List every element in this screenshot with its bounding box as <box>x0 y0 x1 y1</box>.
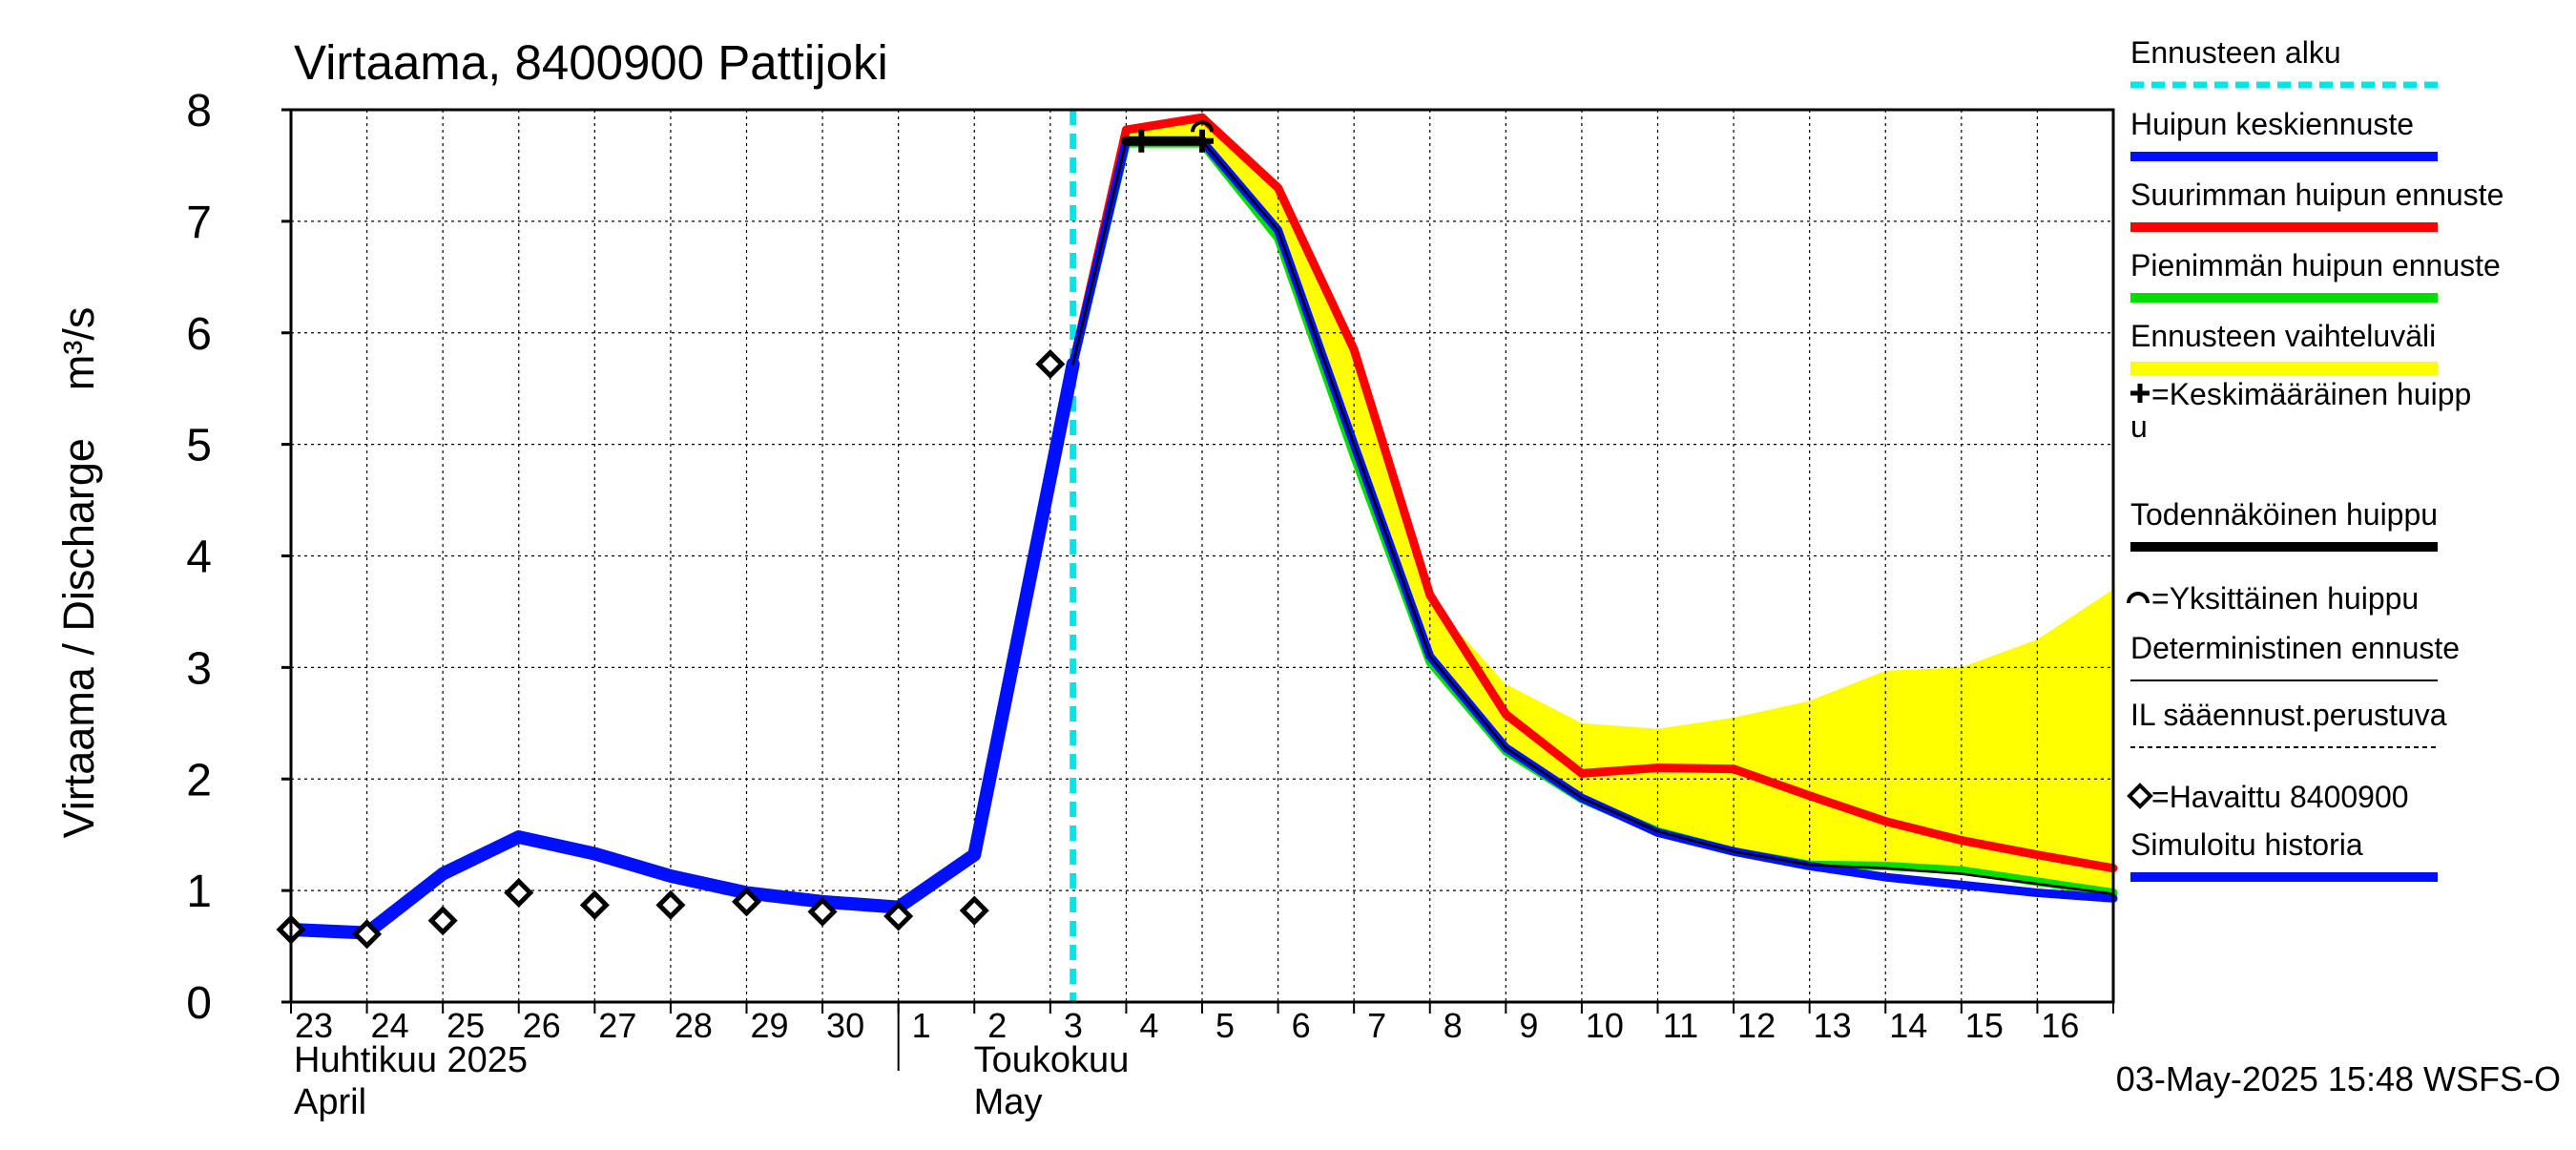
month-label-fi: Toukokuu <box>974 1040 1130 1080</box>
x-day-label: 3 <box>1064 1006 1083 1045</box>
observed-point <box>504 877 534 908</box>
legend-label: Simuloitu historia <box>2130 827 2363 862</box>
legend-label: Suurimman huipun ennuste <box>2130 178 2503 212</box>
x-day-label: 4 <box>1139 1006 1158 1045</box>
x-day-label: 26 <box>523 1006 561 1045</box>
x-day-label: 15 <box>1965 1006 2004 1045</box>
month-label-en: May <box>974 1082 1043 1122</box>
y-tick-label: 6 <box>186 309 212 360</box>
x-day-label: 16 <box>2041 1006 2079 1045</box>
x-day-label: 25 <box>447 1006 485 1045</box>
y-tick-label: 7 <box>186 198 212 248</box>
legend-label: Ennusteen alku <box>2130 35 2341 70</box>
legend-label: Huipun keskiennuste <box>2130 107 2414 141</box>
legend-label: Todennäköinen huippu <box>2130 497 2438 532</box>
x-day-label: 6 <box>1292 1006 1311 1045</box>
series-simuloitu-historia <box>284 357 1080 940</box>
y-tick-label: 5 <box>186 421 212 471</box>
x-day-label: 13 <box>1814 1006 1852 1045</box>
y-tick-label: 1 <box>186 867 212 917</box>
legend-plus-icon <box>2130 384 2150 403</box>
y-axis-title: Virtaama / Discharge m³/s <box>54 307 103 839</box>
single-peak-marker <box>1191 120 1214 133</box>
month-label-en: April <box>294 1082 366 1122</box>
legend: Ennusteen alku Huipun keskiennuste Suurimm… <box>2127 35 2503 882</box>
x-day-label: 8 <box>1444 1006 1463 1045</box>
x-day-label: 27 <box>598 1006 636 1045</box>
mean-peak-marker <box>1130 129 1153 153</box>
y-axis-labels: 0 1 2 3 4 5 6 7 8 <box>186 86 212 1029</box>
observed-point <box>883 901 914 931</box>
x-day-label: 29 <box>750 1006 788 1045</box>
series-layer <box>284 113 2118 940</box>
month-label-fi: Huhtikuu 2025 <box>294 1040 528 1080</box>
x-day-label: 12 <box>1737 1006 1776 1045</box>
observed-point <box>807 896 838 927</box>
legend-arc-icon <box>2127 592 2150 604</box>
mean-peak-marker <box>1191 129 1214 153</box>
y-tick-label: 2 <box>186 755 212 805</box>
axes-layer <box>281 108 2115 1071</box>
x-day-label: 5 <box>1215 1006 1235 1045</box>
observed-point <box>655 889 686 920</box>
observed-point <box>1035 348 1066 380</box>
x-axis-labels: 23 24 25 26 27 28 29 30 1 2 3 4 5 6 7 8 9 10 11 12 13 14 15 16H… <box>294 1006 2079 1122</box>
observed-point <box>427 906 458 936</box>
x-day-label: 2 <box>987 1006 1007 1045</box>
legend-band-swatch <box>2130 362 2438 375</box>
y-tick-label: 8 <box>186 86 212 136</box>
legend-label: =Keskimääräinen huipp <box>2151 377 2471 411</box>
x-day-label: 7 <box>1367 1006 1386 1045</box>
legend-label-cont: u <box>2130 409 2148 444</box>
x-day-label: 11 <box>1663 1006 1698 1045</box>
x-day-label: 24 <box>371 1006 409 1045</box>
x-day-label: 1 <box>912 1006 931 1045</box>
chart-title: Virtaama, 8400900 Pattijoki <box>294 35 888 90</box>
grid-layer <box>291 110 2113 1002</box>
observed-point <box>579 889 610 920</box>
x-day-label: 30 <box>826 1006 864 1045</box>
x-day-label: 28 <box>675 1006 713 1045</box>
series-suurimman-huipun-ennuste <box>1069 113 2118 873</box>
timestamp: 03-May-2025 15:48 WSFS-O <box>2116 1059 2561 1098</box>
legend-label: Pienimmän huipun ennuste <box>2130 248 2501 282</box>
y-tick-label: 0 <box>186 978 212 1029</box>
y-tick-label: 4 <box>186 533 212 583</box>
legend-label: =Yksittäinen huippu <box>2151 581 2419 616</box>
legend-label: IL sääennust.perustuva <box>2130 698 2447 732</box>
x-day-label: 23 <box>295 1006 333 1045</box>
x-day-label: 9 <box>1519 1006 1538 1045</box>
marker-layer <box>276 120 1214 950</box>
x-day-label: 14 <box>1889 1006 1927 1045</box>
observed-point <box>959 895 989 926</box>
observed-point <box>352 919 383 950</box>
x-day-label: 10 <box>1586 1006 1624 1045</box>
y-tick-label: 3 <box>186 643 212 694</box>
observed-point <box>731 887 762 917</box>
legend-label: Ennusteen vaihteluväli <box>2130 319 2436 353</box>
series-deterministinen-ennuste <box>1071 139 2115 895</box>
legend-label: =Havaittu 8400900 <box>2151 780 2409 814</box>
legend-diamond-icon <box>2127 783 2153 809</box>
legend-label: Deterministinen ennuste <box>2130 631 2460 665</box>
